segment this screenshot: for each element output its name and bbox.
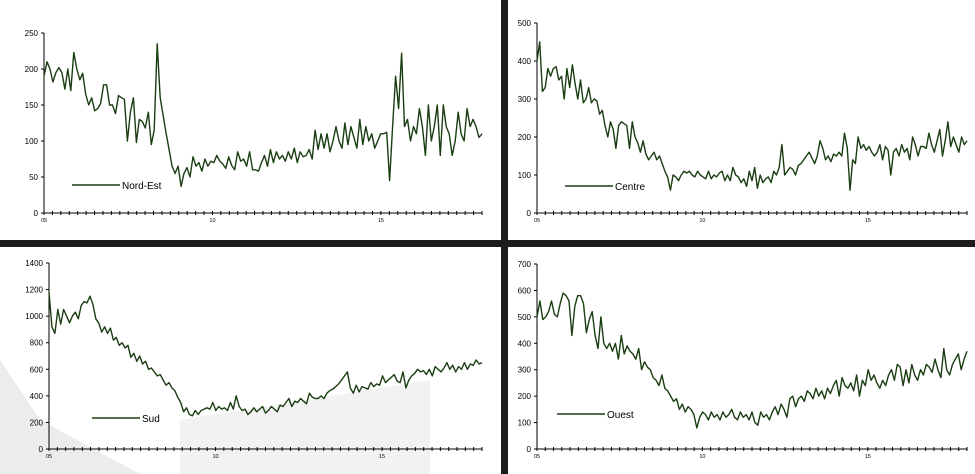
x-tick-label: 15: [865, 218, 871, 224]
y-tick-label: 0: [527, 209, 532, 218]
x-tick-label: 15: [379, 454, 385, 460]
y-tick-label: 0: [527, 445, 532, 454]
x-tick-label: 15: [865, 454, 871, 460]
y-tick-label: 100: [518, 419, 532, 428]
horizontal-divider: [0, 240, 975, 247]
x-tick-label: 10: [699, 454, 705, 460]
legend-label: Nord-Est: [122, 181, 162, 192]
y-tick-label: 300: [518, 95, 532, 104]
y-tick-label: 300: [518, 366, 532, 375]
y-tick-label: 1400: [25, 259, 43, 268]
y-tick-label: 600: [30, 365, 44, 374]
y-tick-label: 600: [518, 286, 532, 295]
x-tick-label: 05: [534, 454, 540, 460]
y-tick-label: 400: [518, 339, 532, 348]
y-tick-label: 700: [518, 260, 532, 269]
y-tick-label: 400: [30, 392, 44, 401]
y-tick-label: 1000: [25, 312, 43, 321]
y-tick-label: 200: [30, 418, 44, 427]
x-tick-label: 10: [699, 218, 705, 224]
y-tick-label: 800: [30, 339, 44, 348]
watermark-shape: [180, 380, 430, 474]
x-tick-label: 15: [378, 218, 384, 224]
series-line: [43, 43, 483, 188]
x-tick-label: 05: [41, 218, 47, 224]
y-tick-label: 100: [25, 137, 39, 146]
x-tick-label: 05: [46, 454, 52, 460]
y-tick-label: 0: [39, 445, 44, 454]
y-tick-label: 500: [518, 19, 532, 28]
legend-label: Ouest: [607, 410, 634, 421]
chart-panel-centre: 0 100 200 300 400 500 05 10 15 Centre: [518, 19, 968, 224]
y-tick-label: 200: [518, 133, 532, 142]
x-tick-label: 05: [534, 218, 540, 224]
y-tick-label: 50: [29, 173, 38, 182]
y-tick-label: 200: [518, 392, 532, 401]
chart-panel-ouest: 0 100 200 300 400 500 600 700 05 10 15 Ouest: [518, 260, 968, 460]
vertical-divider: [501, 0, 508, 474]
chart-panel-sud: 0 200 400 600 800 1000 1200 1400 05 10 15 Sud: [25, 259, 483, 460]
legend-label: Centre: [615, 182, 645, 193]
series-line: [536, 41, 968, 191]
y-tick-label: 1200: [25, 286, 43, 295]
x-tick-label: 10: [209, 218, 215, 224]
y-tick-label: 500: [518, 313, 532, 322]
y-tick-label: 150: [25, 101, 39, 110]
x-tick-label: 10: [212, 454, 218, 460]
y-tick-label: 0: [34, 209, 39, 218]
chart-panel-nord-est: 0 50 100 150 200 250 05 10 15 Nord-Est: [25, 29, 483, 224]
watermark-shape: [0, 360, 140, 474]
y-tick-label: 200: [25, 65, 39, 74]
series-line: [536, 292, 968, 429]
y-tick-label: 400: [518, 57, 532, 66]
y-tick-label: 250: [25, 29, 39, 38]
y-tick-label: 100: [518, 171, 532, 180]
legend-label: Sud: [142, 414, 160, 425]
series-line: [48, 292, 483, 417]
